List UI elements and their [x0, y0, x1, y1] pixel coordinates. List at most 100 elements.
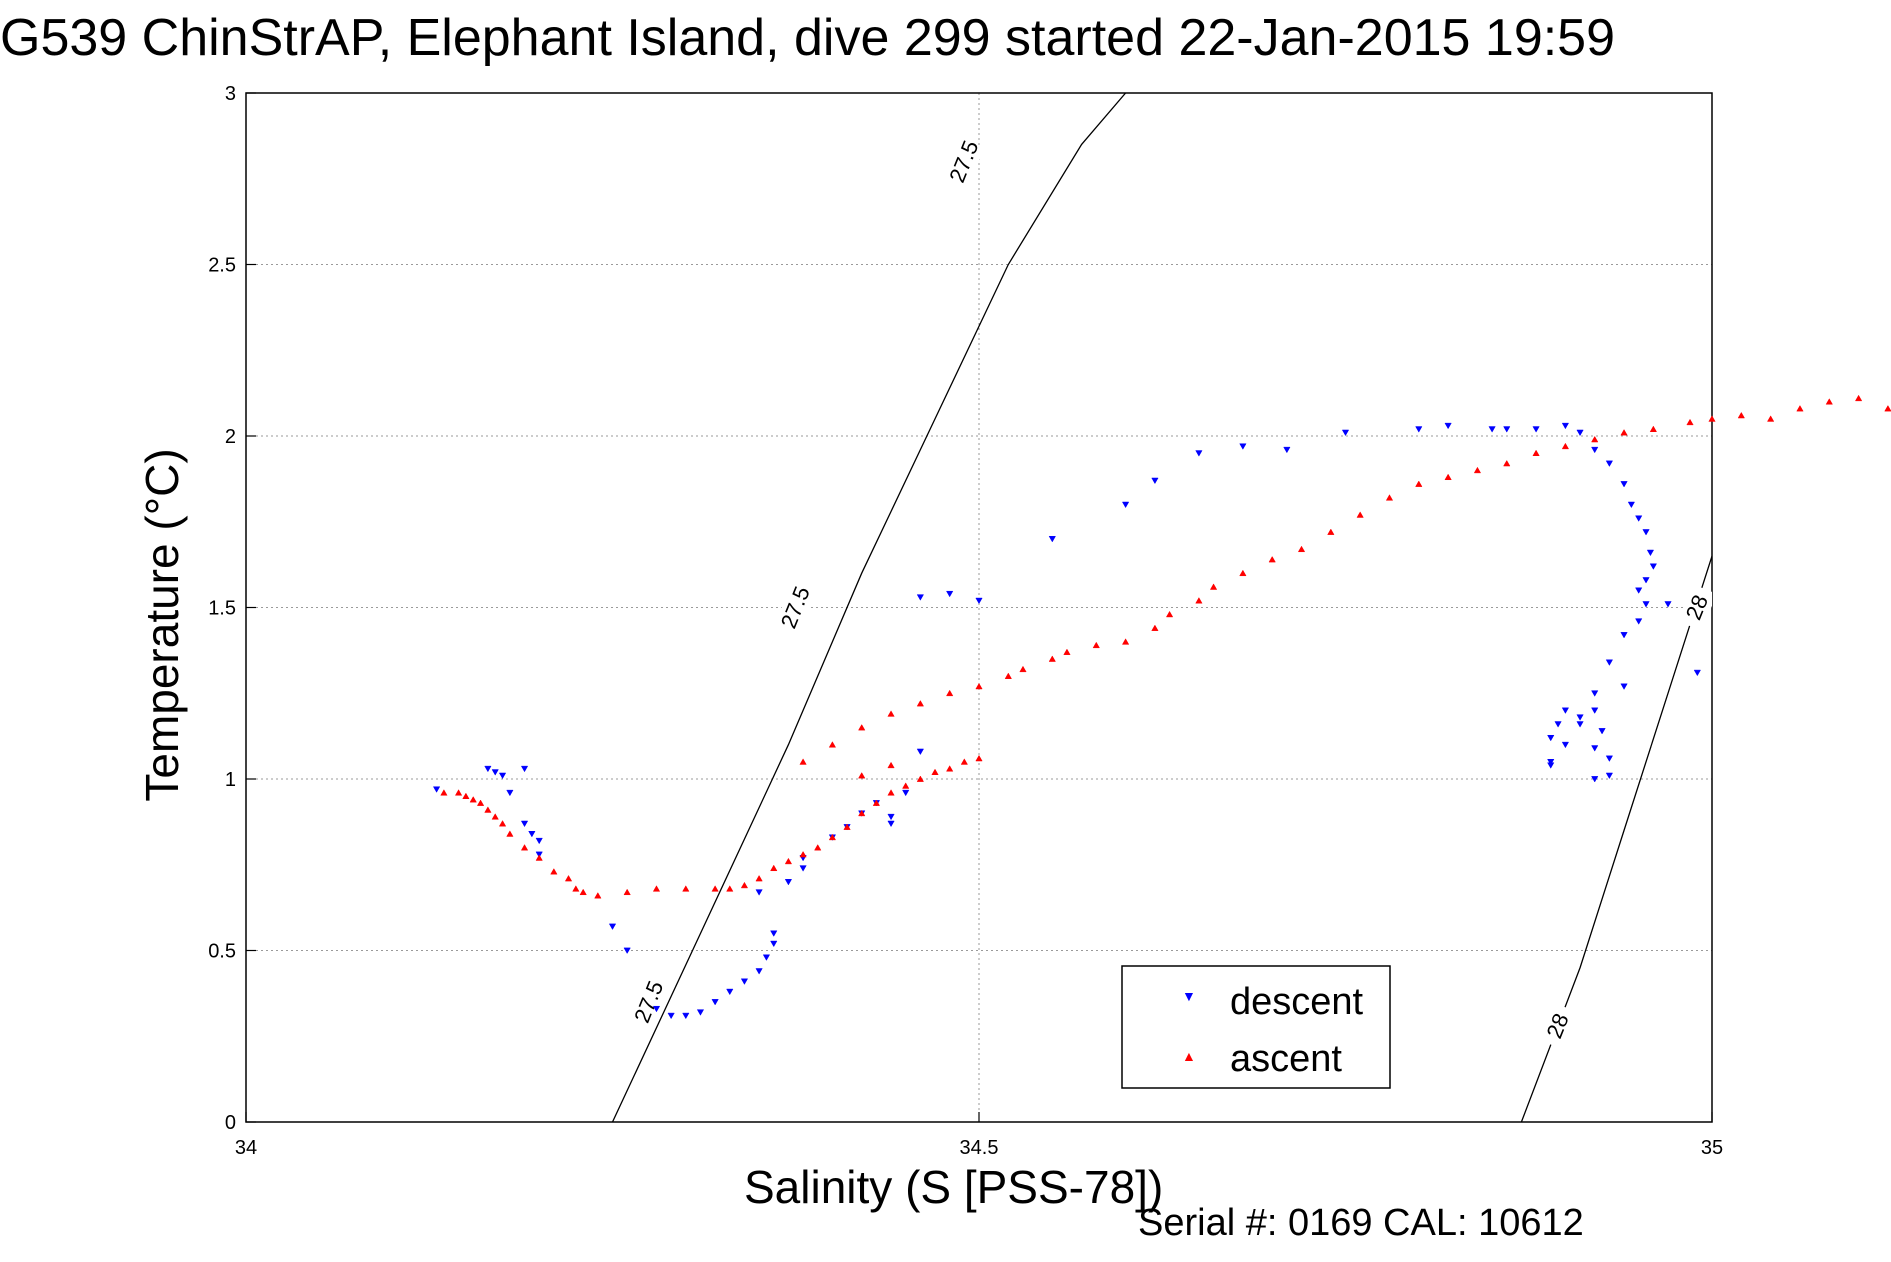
- descent-point: [1591, 745, 1599, 752]
- descent-point: [652, 1005, 661, 1013]
- ascent-point: [1532, 449, 1540, 456]
- y-tick-label: 2.5: [208, 255, 236, 277]
- descent-point: [902, 789, 910, 797]
- legend-marker-ascent: ▲: [1182, 1048, 1196, 1064]
- ascent-point: [1415, 480, 1423, 487]
- ascent-point: [814, 844, 822, 851]
- descent-point: [770, 940, 778, 948]
- descent-point: [1591, 776, 1599, 783]
- descent-point: [1561, 707, 1570, 714]
- ascent-point: [1767, 415, 1775, 422]
- ascent-point: [1503, 459, 1511, 467]
- descent-point: [1664, 601, 1672, 608]
- ascent-point: [1796, 405, 1804, 412]
- ascent-point: [828, 741, 837, 748]
- y-tick-label: 0: [225, 1112, 236, 1134]
- ascent-point: [1268, 555, 1276, 563]
- ascent-point: [1327, 528, 1335, 535]
- descent-point: [1444, 422, 1452, 430]
- descent-point: [667, 1012, 675, 1020]
- ascent-point: [535, 854, 543, 861]
- descent-point: [528, 831, 536, 838]
- descent-point: [1547, 762, 1555, 769]
- ascent-point: [916, 775, 924, 782]
- descent-point: [1620, 683, 1628, 690]
- descent-point: [1488, 426, 1496, 433]
- descent-point: [1693, 669, 1701, 677]
- ascent-point: [784, 857, 793, 865]
- ascent-point: [1004, 672, 1012, 679]
- ascent-point: [1649, 425, 1657, 432]
- ascent-point: [770, 864, 778, 872]
- ascent-point: [440, 789, 448, 796]
- descent-point: [1605, 755, 1614, 762]
- ascent-point: [1151, 624, 1159, 631]
- ascent-point: [1385, 494, 1394, 501]
- ascent-point: [946, 765, 954, 772]
- descent-point: [1576, 429, 1584, 437]
- descent-point: [1642, 577, 1650, 584]
- descent-point: [1415, 426, 1423, 433]
- descent-point: [1591, 690, 1599, 697]
- ascent-point: [711, 885, 719, 892]
- legend: ▼ descent ▲ ascent: [1121, 965, 1391, 1089]
- descent-point: [1195, 450, 1203, 457]
- descent-point: [623, 947, 631, 955]
- descent-point: [520, 765, 529, 773]
- chart-title: G539 ChinStrAP, Elephant Island, dive 29…: [0, 9, 1616, 67]
- descent-point: [1547, 759, 1555, 766]
- ascent-point: [858, 772, 866, 779]
- isopycnal-label-bg: [944, 138, 984, 186]
- ascent-point: [1473, 466, 1482, 474]
- descent-point: [762, 954, 771, 961]
- ascent-point: [1239, 569, 1247, 577]
- ascent-point: [572, 885, 580, 892]
- descent-point: [1151, 477, 1159, 485]
- ascent-point: [520, 844, 529, 851]
- ascent-point: [1708, 415, 1716, 422]
- ascent-point: [564, 874, 573, 882]
- ascent-point: [1356, 511, 1364, 518]
- legend-box: [1121, 965, 1391, 1089]
- ascent-point: [623, 888, 631, 896]
- descent-point: [484, 765, 492, 773]
- ascent-point: [799, 758, 807, 765]
- descent-point: [1283, 446, 1291, 454]
- ascent-point: [931, 768, 939, 775]
- descent-point: [1605, 772, 1614, 780]
- descent-point: [726, 988, 734, 996]
- x-axis-label: Salinity (S [PSS-78]): [744, 1161, 1164, 1213]
- ascent-point: [469, 796, 477, 803]
- ascent-point: [916, 700, 924, 707]
- descent-point: [1561, 422, 1570, 430]
- x-tick-label: 34: [235, 1137, 257, 1159]
- y-axis-label: Temperature (°C): [136, 448, 188, 802]
- series-descent: [432, 422, 1701, 1020]
- descent-point: [1642, 529, 1650, 536]
- ascent-point: [1854, 394, 1863, 402]
- descent-point: [1646, 549, 1655, 557]
- descent-point: [491, 769, 499, 776]
- isopycnal-line: [611, 93, 1127, 1122]
- ascent-point: [975, 682, 983, 690]
- ascent-point: [946, 689, 954, 697]
- descent-point: [1635, 587, 1643, 594]
- ascent-point: [872, 799, 881, 806]
- ascent-point: [682, 885, 690, 892]
- y-tick-label: 2: [225, 426, 236, 448]
- descent-point: [1532, 426, 1540, 433]
- ascent-point: [843, 823, 851, 830]
- legend-label-descent: descent: [1230, 981, 1364, 1023]
- ascent-point: [454, 789, 463, 796]
- ascent-point: [594, 892, 602, 899]
- descent-point: [498, 772, 507, 780]
- ascent-point: [1165, 610, 1174, 618]
- ascent-point: [1825, 398, 1833, 405]
- descent-point: [1591, 446, 1599, 454]
- ascent-point: [755, 874, 763, 882]
- descent-point: [740, 978, 749, 985]
- y-tick-label: 0.5: [208, 941, 236, 963]
- descent-point: [1576, 714, 1584, 721]
- ascent-point: [1195, 597, 1203, 604]
- y-tick-label: 1.5: [208, 598, 236, 620]
